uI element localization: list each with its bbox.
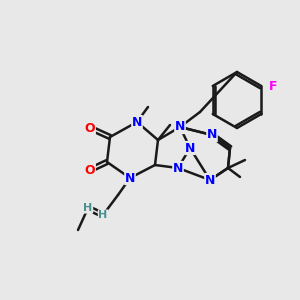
Text: N: N [207,128,217,142]
Text: H: H [83,203,93,213]
Text: N: N [173,161,183,175]
Text: F: F [269,80,278,92]
Text: N: N [205,173,215,187]
Text: O: O [85,122,95,134]
Text: N: N [132,116,142,128]
Text: N: N [185,142,195,154]
Text: N: N [175,121,185,134]
Text: N: N [125,172,135,184]
Text: O: O [85,164,95,176]
Text: H: H [98,210,108,220]
